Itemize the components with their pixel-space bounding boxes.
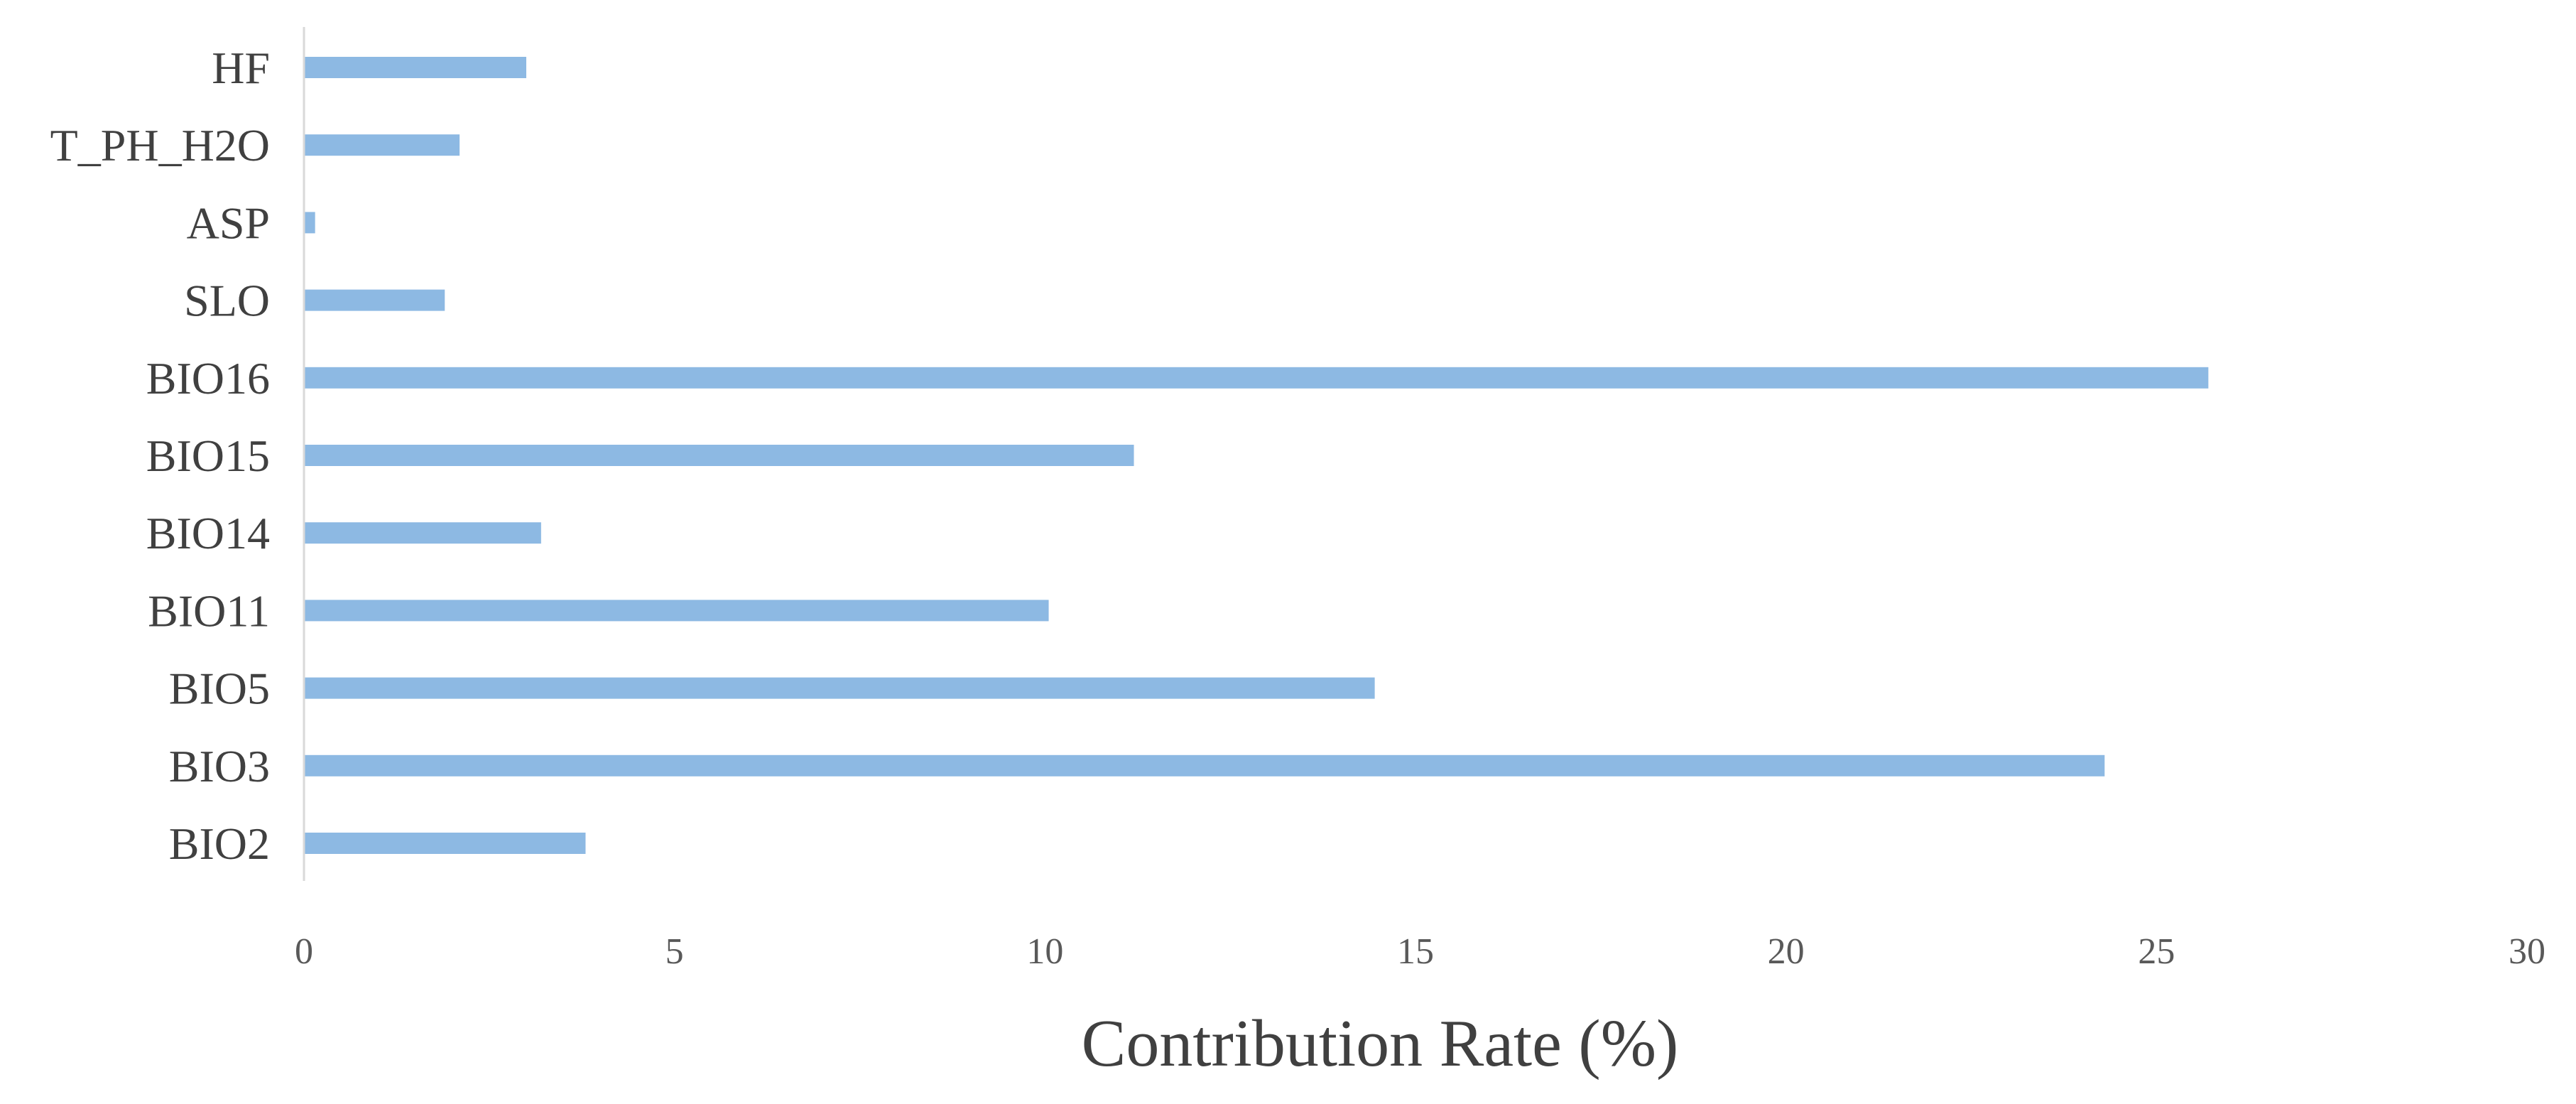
x-tick-label: 5 — [665, 931, 684, 972]
bar-bio3 — [304, 754, 2105, 776]
bar-bio11 — [304, 600, 1049, 622]
x-tick-label: 10 — [1026, 931, 1063, 972]
bar-bio16 — [304, 367, 2209, 389]
x-tick-label: 30 — [2509, 931, 2545, 972]
category-label: T_PH_H2O — [50, 120, 270, 171]
category-label: BIO2 — [169, 818, 270, 869]
bars-group — [304, 57, 2209, 854]
bar-bio15 — [304, 445, 1134, 466]
category-label: BIO15 — [146, 431, 270, 481]
x-tick-label: 0 — [295, 931, 313, 972]
bar-hf — [304, 57, 526, 78]
bar-slo — [304, 289, 445, 311]
bar-bio5 — [304, 677, 1375, 699]
category-label: SLO — [184, 276, 270, 326]
category-label: BIO16 — [146, 353, 270, 404]
x-tick-label: 25 — [2138, 931, 2175, 972]
category-labels-group: HF T_PH_H2O ASP SLO BIO16 BIO15 BIO14 BIO11 BIO5… — [50, 43, 270, 869]
x-axis-title: Contribution Rate (%) — [1082, 1007, 1679, 1081]
bar-t-ph-h2o — [304, 134, 460, 156]
category-label: BIO14 — [146, 508, 270, 558]
x-tick-label: 15 — [1397, 931, 1434, 972]
category-label: BIO3 — [169, 741, 270, 791]
bar-asp — [304, 212, 315, 234]
x-tick-label: 20 — [1768, 931, 1805, 972]
bar-bio14 — [304, 522, 541, 544]
bar-bio2 — [304, 833, 586, 854]
category-label: BIO11 — [148, 585, 270, 636]
category-label: ASP — [187, 197, 270, 248]
category-label: BIO5 — [169, 664, 270, 714]
x-tick-labels-group: 0 5 10 15 20 25 30 — [295, 931, 2545, 972]
category-label: HF — [212, 43, 270, 93]
